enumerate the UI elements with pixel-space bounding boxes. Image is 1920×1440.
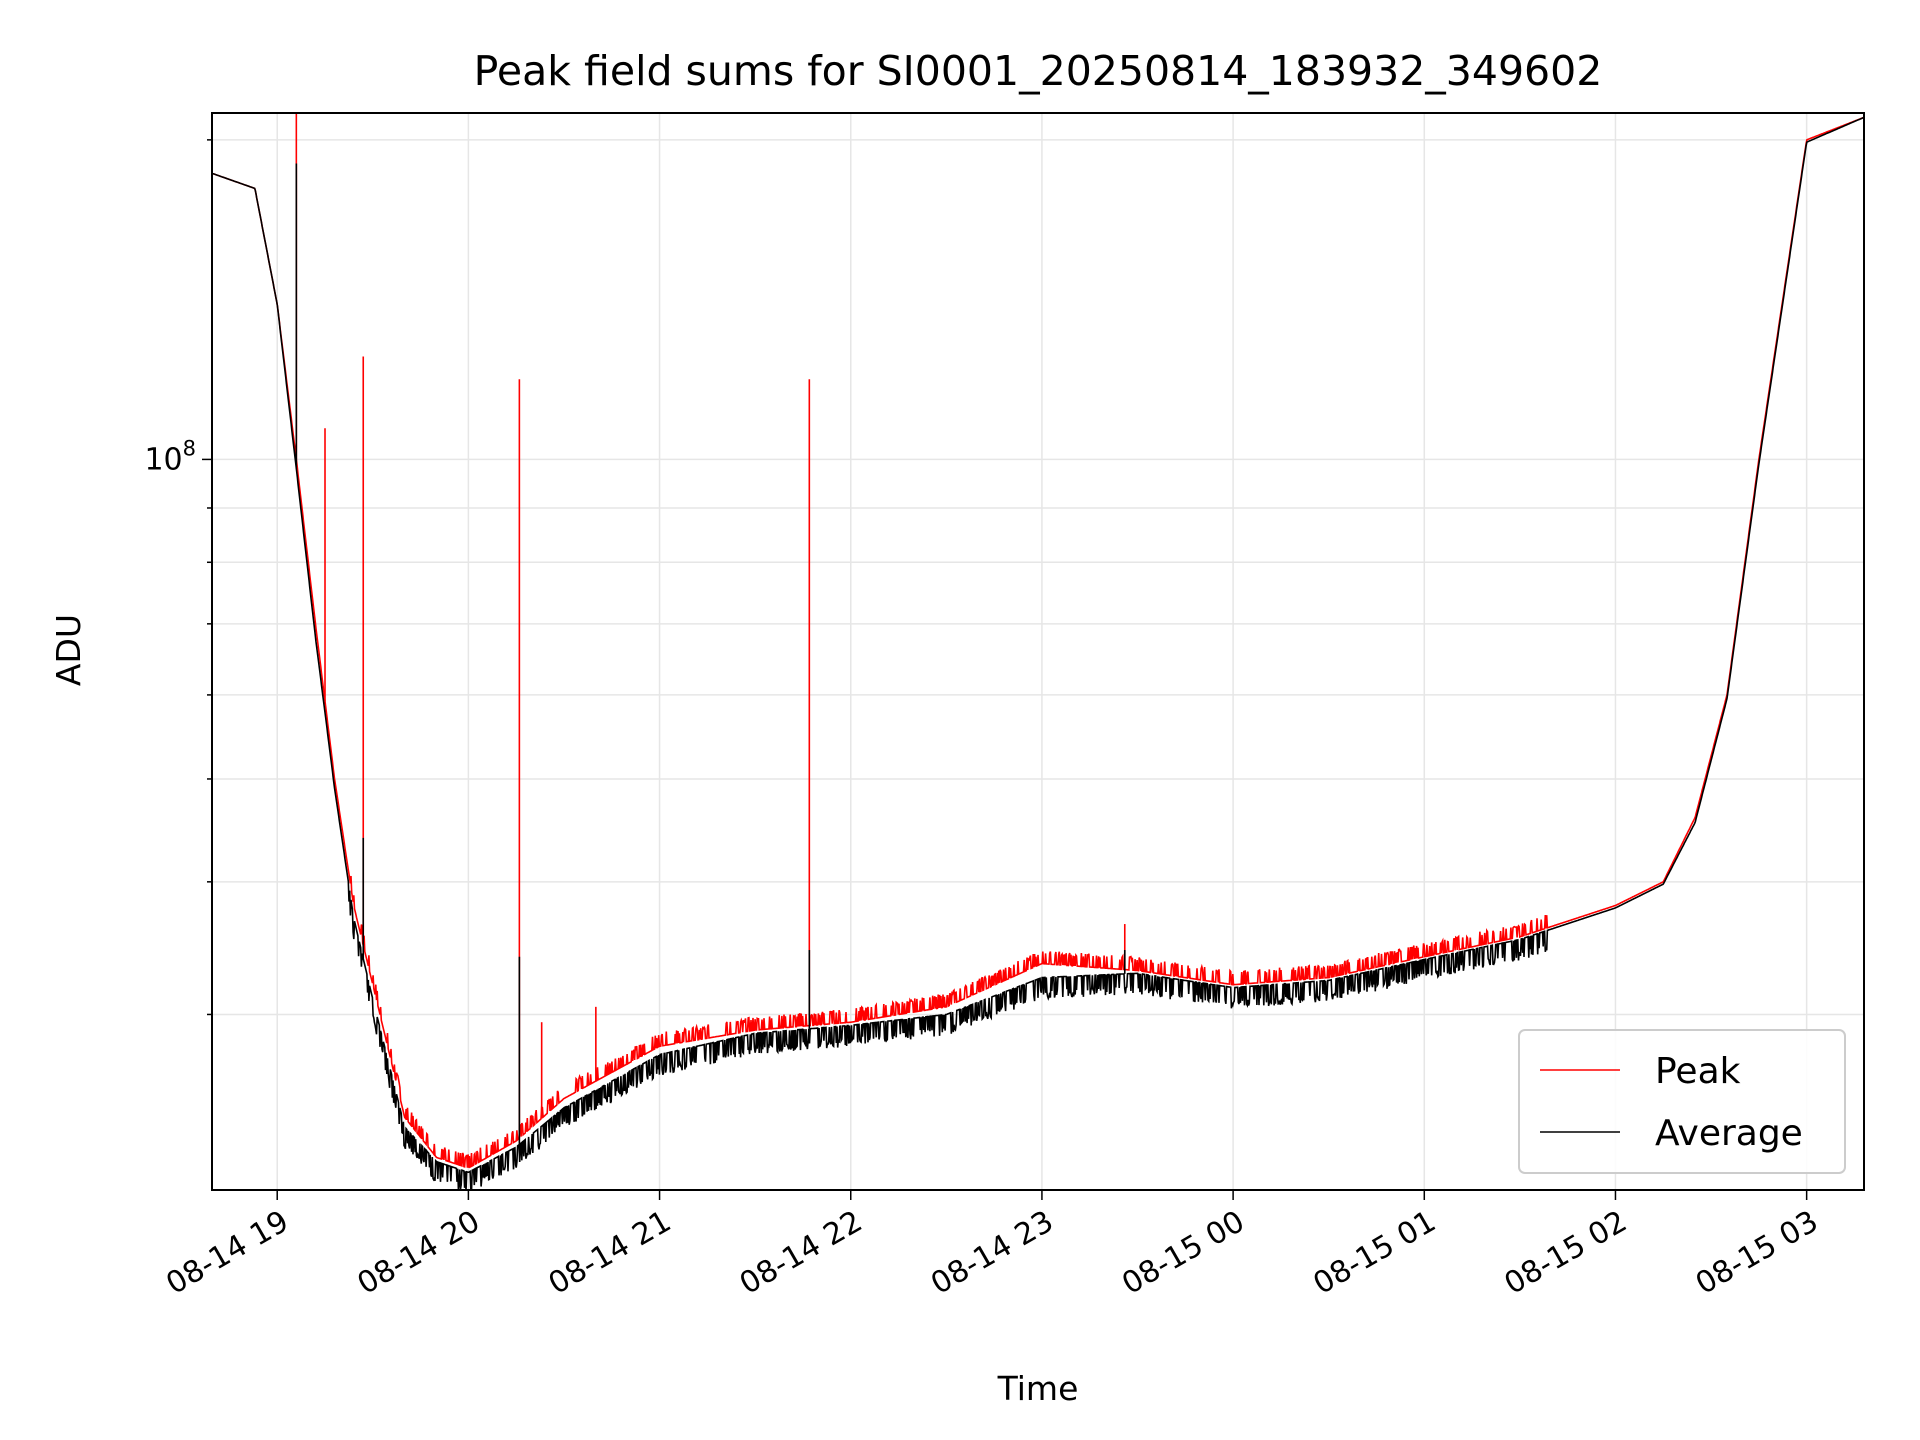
- series-line-peak: [212, 116, 1864, 1169]
- x-axis-title: Time: [997, 1369, 1079, 1408]
- grid: [212, 113, 1864, 1190]
- plot-frame: [211, 112, 1865, 1191]
- y-tick-label: 108: [144, 436, 196, 477]
- chart-title: Peak field sums for SI0001_20250814_1839…: [474, 47, 1603, 95]
- y-axis: 108: [144, 139, 212, 1016]
- legend-label-peak: Peak: [1655, 1051, 1741, 1092]
- y-axis-title: ADU: [49, 614, 88, 686]
- legend: Peak Average: [1518, 1029, 1846, 1174]
- series-layer: [212, 113, 1864, 1190]
- series-line-average: [212, 116, 1864, 1190]
- legend-label-average: Average: [1655, 1113, 1803, 1154]
- legend-box: [1518, 1029, 1846, 1174]
